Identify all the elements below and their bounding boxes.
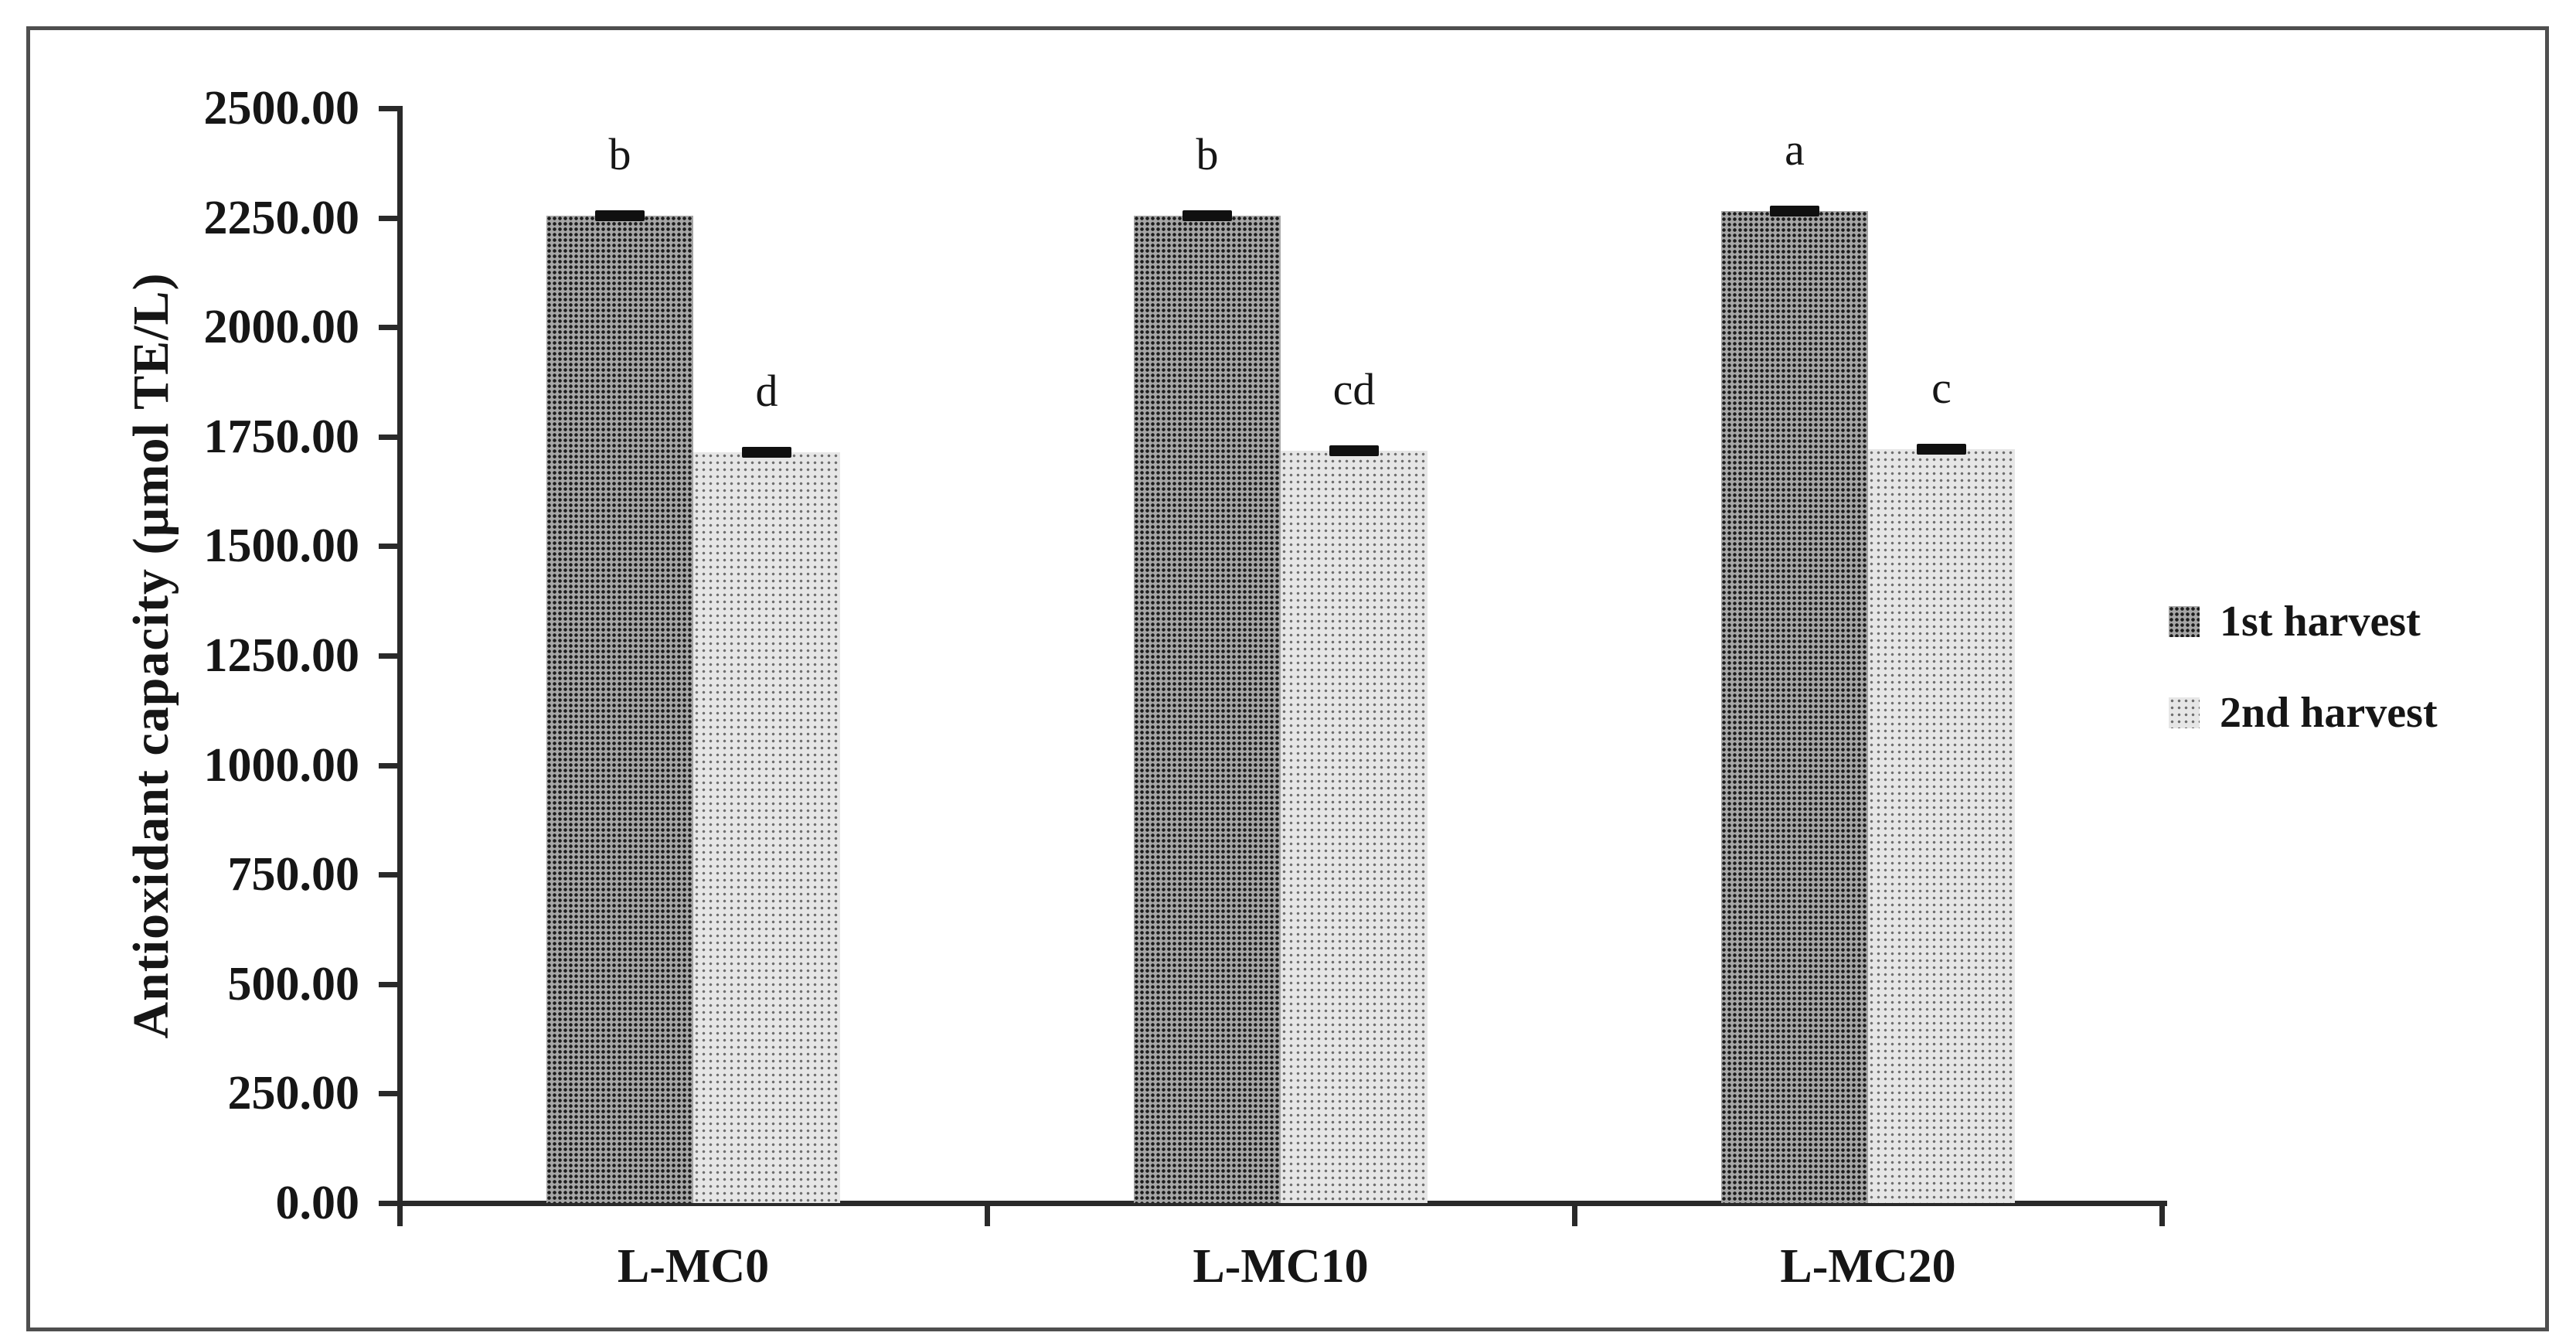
y-tick-mark bbox=[379, 215, 400, 221]
legend-label: 1st harvest bbox=[2220, 598, 2421, 646]
y-tick-mark bbox=[379, 981, 400, 987]
y-tick-mark bbox=[379, 544, 400, 550]
significance-letter: a bbox=[1785, 124, 1805, 175]
x-category-label: L-MC20 bbox=[1780, 1240, 1956, 1293]
y-tick-label: 0.00 bbox=[275, 1177, 360, 1229]
bar-1st-harvest-L-MC20 bbox=[1721, 211, 1868, 1203]
error-bar-cap bbox=[1183, 210, 1232, 221]
significance-letter: c bbox=[1931, 363, 1952, 413]
legend-swatch-2nd-harvest bbox=[2169, 697, 2200, 728]
bar-2nd-harvest-L-MC0 bbox=[693, 452, 840, 1203]
y-tick-label: 1000.00 bbox=[203, 738, 360, 792]
y-tick-label: 2000.00 bbox=[203, 301, 360, 354]
error-bar-cap bbox=[595, 210, 645, 221]
y-tick-label: 2250.00 bbox=[203, 191, 360, 244]
y-tick-mark bbox=[379, 106, 400, 111]
y-tick-label: 1250.00 bbox=[203, 629, 360, 682]
y-tick-mark bbox=[379, 872, 400, 878]
y-tick-label: 750.00 bbox=[227, 848, 360, 901]
significance-letter: b bbox=[608, 129, 631, 179]
significance-letter: d bbox=[755, 366, 778, 416]
bar-1st-harvest-L-MC0 bbox=[546, 216, 693, 1203]
legend-swatch-1st-harvest bbox=[2169, 606, 2200, 637]
y-tick-mark bbox=[379, 1091, 400, 1097]
y-tick-label: 250.00 bbox=[227, 1067, 360, 1120]
error-bar-cap bbox=[1770, 206, 1819, 216]
legend-item: 2nd harvest bbox=[2169, 683, 2438, 742]
x-axis-line bbox=[397, 1201, 2167, 1206]
error-bar-cap bbox=[1329, 445, 1379, 456]
y-tick-mark bbox=[379, 1201, 400, 1206]
x-category-label: L-MC0 bbox=[617, 1240, 770, 1293]
chart-border bbox=[26, 26, 2549, 1331]
bar-1st-harvest-L-MC10 bbox=[1134, 216, 1281, 1203]
significance-letter: b bbox=[1196, 129, 1219, 179]
error-bar-cap bbox=[1917, 444, 1966, 455]
y-axis-line bbox=[397, 106, 403, 1206]
significance-letter: cd bbox=[1332, 364, 1376, 414]
legend-label: 2nd harvest bbox=[2220, 689, 2438, 737]
y-tick-label: 1750.00 bbox=[203, 410, 360, 463]
y-tick-mark bbox=[379, 325, 400, 331]
bar-2nd-harvest-L-MC20 bbox=[1868, 449, 2015, 1203]
x-tick-mark bbox=[985, 1203, 990, 1226]
x-tick-mark bbox=[397, 1203, 403, 1226]
y-tick-label: 500.00 bbox=[227, 957, 360, 1011]
y-tick-mark bbox=[379, 653, 400, 659]
error-bar-cap bbox=[742, 447, 791, 458]
y-tick-mark bbox=[379, 434, 400, 440]
legend-item: 1st harvest bbox=[2169, 592, 2421, 651]
y-tick-label: 1500.00 bbox=[203, 520, 360, 573]
x-category-label: L-MC10 bbox=[1193, 1240, 1369, 1293]
bar-2nd-harvest-L-MC10 bbox=[1281, 451, 1428, 1203]
y-tick-label: 2500.00 bbox=[203, 82, 360, 135]
x-tick-mark bbox=[2159, 1203, 2165, 1226]
y-tick-mark bbox=[379, 762, 400, 769]
x-tick-mark bbox=[1572, 1203, 1577, 1226]
